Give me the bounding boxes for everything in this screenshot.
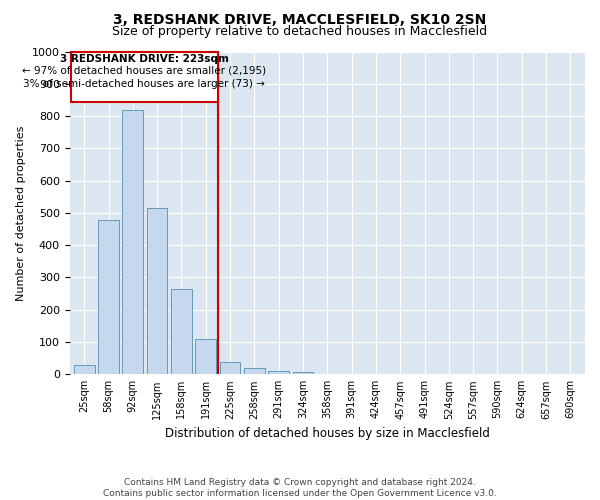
Text: Size of property relative to detached houses in Macclesfield: Size of property relative to detached ho… xyxy=(112,25,488,38)
Bar xyxy=(74,366,95,374)
Bar xyxy=(244,368,265,374)
Text: ← 97% of detached houses are smaller (2,195): ← 97% of detached houses are smaller (2,… xyxy=(22,66,266,76)
Bar xyxy=(147,208,167,374)
Y-axis label: Number of detached properties: Number of detached properties xyxy=(16,125,26,300)
Bar xyxy=(171,289,192,374)
Text: 3% of semi-detached houses are larger (73) →: 3% of semi-detached houses are larger (7… xyxy=(23,79,265,89)
Bar xyxy=(268,371,289,374)
Bar xyxy=(98,220,119,374)
Bar xyxy=(293,372,313,374)
X-axis label: Distribution of detached houses by size in Macclesfield: Distribution of detached houses by size … xyxy=(165,427,490,440)
Text: 3, REDSHANK DRIVE, MACCLESFIELD, SK10 2SN: 3, REDSHANK DRIVE, MACCLESFIELD, SK10 2S… xyxy=(113,12,487,26)
FancyBboxPatch shape xyxy=(71,52,218,102)
Text: 3 REDSHANK DRIVE: 223sqm: 3 REDSHANK DRIVE: 223sqm xyxy=(60,54,229,64)
Bar xyxy=(122,110,143,374)
Bar xyxy=(196,339,216,374)
Text: Contains HM Land Registry data © Crown copyright and database right 2024.
Contai: Contains HM Land Registry data © Crown c… xyxy=(103,478,497,498)
Bar xyxy=(220,362,241,374)
